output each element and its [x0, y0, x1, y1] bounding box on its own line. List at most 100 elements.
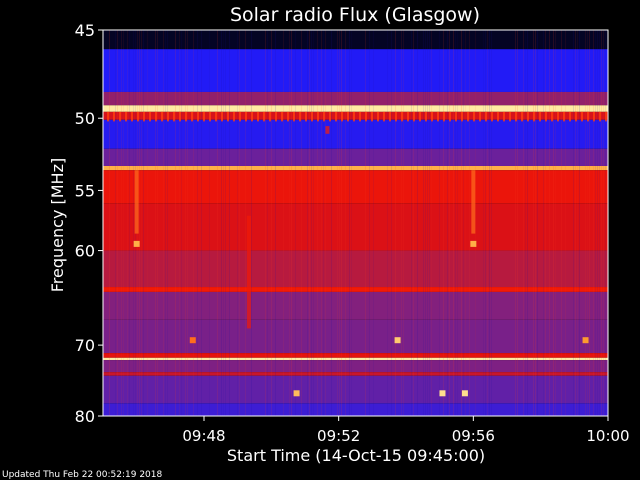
interference-tick	[299, 111, 301, 122]
interference-tick	[353, 111, 355, 122]
updated-timestamp: Updated Thu Feb 22 00:52:19 2018	[2, 470, 163, 480]
noise-streak	[311, 30, 312, 416]
noise-streak	[601, 30, 602, 416]
noise-streak	[201, 30, 202, 416]
noise-streak	[121, 30, 122, 416]
noise-streak	[117, 30, 118, 416]
noise-streak	[365, 30, 366, 416]
burst	[325, 126, 330, 134]
noise-streak	[469, 30, 470, 416]
interference-tick	[167, 111, 169, 122]
noise-streak	[339, 30, 340, 416]
interference-tick	[341, 111, 343, 122]
interference-tick	[473, 111, 475, 122]
frequency-band	[103, 49, 608, 92]
noise-streak	[561, 30, 562, 416]
interference-tick	[419, 111, 421, 122]
interference-tick	[203, 111, 205, 122]
noise-streak	[599, 30, 600, 416]
noise-streak	[553, 30, 554, 416]
interference-tick	[395, 111, 397, 122]
interference-tick	[107, 111, 109, 122]
noise-streak	[147, 30, 148, 416]
frequency-band	[103, 375, 608, 404]
interference-tick	[323, 111, 325, 122]
noise-streak	[245, 30, 246, 416]
interference-tick	[155, 111, 157, 122]
interference-tick	[407, 111, 409, 122]
noise-streak	[139, 30, 140, 416]
noise-streak	[295, 30, 296, 416]
noise-streak	[573, 30, 574, 416]
noise-streak	[323, 30, 324, 416]
noise-streak	[413, 30, 414, 416]
interference-tick	[569, 111, 571, 122]
noise-streak	[345, 30, 346, 416]
interference-tick	[191, 111, 193, 122]
noise-streak	[321, 30, 322, 416]
interference-tick	[371, 111, 373, 122]
interference-tick	[581, 111, 583, 122]
noise-streak	[325, 30, 326, 416]
noise-streak	[485, 30, 486, 416]
noise-streak	[429, 30, 430, 416]
interference-tick	[245, 111, 247, 122]
interference-tick	[293, 111, 295, 122]
noise-streak	[163, 30, 164, 416]
interference-tick	[509, 111, 511, 122]
interference-tick	[161, 111, 163, 122]
interference-tick	[431, 111, 433, 122]
interference-tick	[563, 111, 565, 122]
noise-streak	[403, 30, 404, 416]
y-tick-label: 55	[75, 181, 95, 200]
interference-tick	[521, 111, 523, 122]
noise-streak	[237, 30, 238, 416]
noise-streak	[217, 30, 218, 416]
noise-streak	[271, 30, 272, 416]
interference-tick	[185, 111, 187, 122]
periodic-interference	[107, 111, 607, 122]
noise-streak	[483, 30, 484, 416]
noise-streak	[289, 30, 290, 416]
interference-tick	[455, 111, 457, 122]
noise-streak	[229, 30, 230, 416]
interference-tick	[179, 111, 181, 122]
noise-texture	[109, 30, 606, 416]
interference-tick	[383, 111, 385, 122]
interference-tick	[539, 111, 541, 122]
interference-tick	[485, 111, 487, 122]
noise-streak	[517, 30, 518, 416]
interference-tick	[257, 111, 259, 122]
y-tick-label: 60	[75, 242, 95, 261]
noise-streak	[129, 30, 130, 416]
noise-streak	[291, 30, 292, 416]
noise-streak	[585, 30, 586, 416]
x-tick-label: 09:52	[317, 427, 360, 445]
bright-spot	[133, 240, 140, 247]
noise-streak	[209, 30, 210, 416]
noise-streak	[577, 30, 578, 416]
noise-streak	[395, 30, 396, 416]
noise-streak	[543, 30, 544, 416]
burst	[471, 170, 476, 234]
interference-tick	[329, 111, 331, 122]
noise-streak	[465, 30, 466, 416]
noise-streak	[141, 30, 142, 416]
interference-tick	[587, 111, 589, 122]
noise-streak	[387, 30, 388, 416]
noise-streak	[515, 30, 516, 416]
noise-streak	[317, 30, 318, 416]
interference-tick	[359, 111, 361, 122]
noise-streak	[341, 30, 342, 416]
noise-streak	[523, 30, 524, 416]
noise-streak	[487, 30, 488, 416]
noise-streak	[239, 30, 240, 416]
noise-streak	[267, 30, 268, 416]
interference-tick	[533, 111, 535, 122]
noise-streak	[425, 30, 426, 416]
x-axis: 09:48 09:52 09:56 10:00	[182, 416, 630, 445]
bright-spot	[461, 390, 468, 397]
noise-streak	[275, 30, 276, 416]
noise-streak	[181, 30, 182, 416]
interference-tick	[335, 111, 337, 122]
